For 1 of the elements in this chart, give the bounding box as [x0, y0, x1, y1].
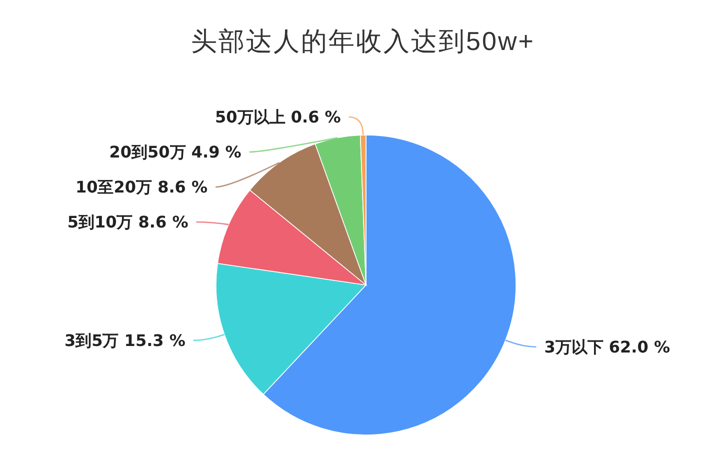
title: 头部达人的年收入达到50w+ — [191, 26, 535, 56]
